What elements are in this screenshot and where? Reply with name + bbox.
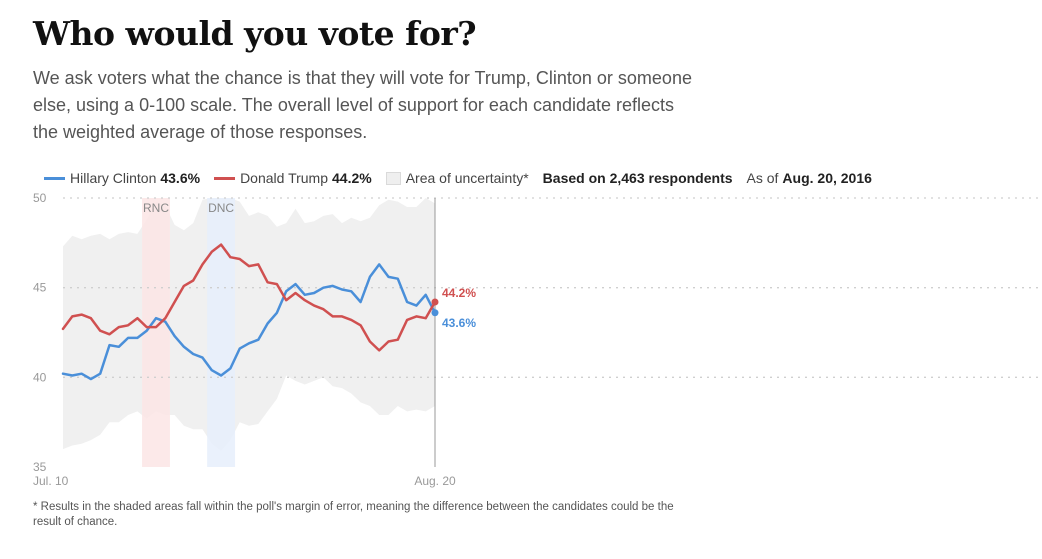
y-tick-label: 35	[33, 460, 47, 474]
as-of-date: Aug. 20, 2016	[782, 170, 872, 186]
y-tick-label: 40	[33, 370, 47, 384]
legend-uncertainty-label: Area of uncertainty*	[405, 170, 529, 186]
intro-text: We ask voters what the chance is that th…	[33, 68, 692, 142]
legend-trump-label: Donald Trump	[240, 170, 328, 186]
uncertainty-area	[63, 198, 435, 451]
y-tick-label: 45	[33, 281, 47, 295]
legend-clinton-label: Hillary Clinton	[70, 170, 157, 186]
dnc-label: DNC	[208, 201, 234, 215]
trump-line	[61, 243, 437, 352]
uncertainty-swatch	[385, 171, 401, 185]
clinton-end-label: 43.6%	[442, 316, 476, 330]
footnote: * Results in the shaded areas fall withi…	[33, 501, 674, 528]
x-tick-label-start: Jul. 10	[33, 474, 69, 488]
legend-trump-value: 44.2%	[332, 170, 372, 186]
page-title: Who would you vote for?	[33, 14, 477, 53]
trump-end-label: 44.2%	[442, 286, 476, 300]
rnc-band	[142, 198, 170, 467]
trump-swatch	[214, 176, 236, 180]
y-tick-label: 50	[33, 191, 47, 205]
chart-legend: Hillary Clinton 43.6% Donald Trump 44.2%…	[44, 169, 872, 187]
respondents-count: Based on 2,463 respondents	[542, 170, 733, 186]
trump-end-point	[431, 298, 439, 306]
as-of-prefix: As of	[746, 170, 779, 186]
clinton-end-point	[431, 309, 439, 317]
clinton-line	[61, 263, 437, 381]
x-tick-label-end: Aug. 20	[414, 474, 456, 488]
rnc-label: RNC	[143, 201, 169, 215]
legend-clinton-value: 43.6%	[160, 170, 201, 186]
clinton-swatch	[44, 176, 65, 180]
dnc-band	[207, 198, 236, 467]
